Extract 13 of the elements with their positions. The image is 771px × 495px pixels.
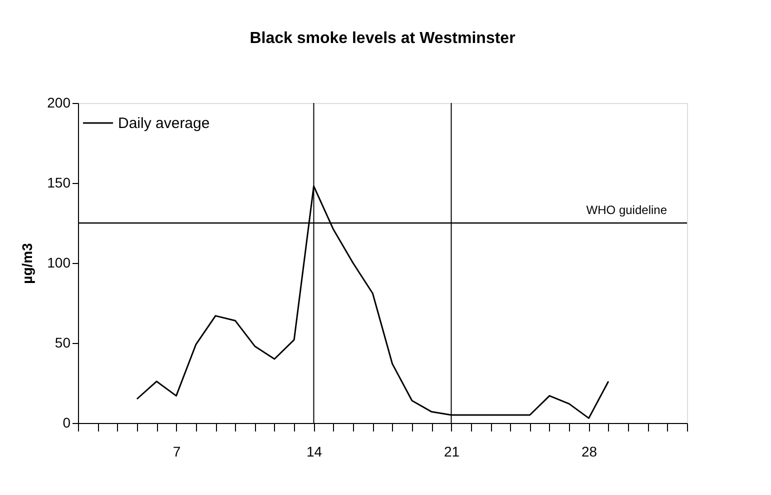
y-tick-label: 0 <box>62 414 71 430</box>
x-tick-label: 14 <box>306 444 322 460</box>
chart-title: Black smoke levels at Westminster <box>250 30 516 47</box>
y-tick-label: 50 <box>54 334 71 350</box>
x-tick-label: 21 <box>444 444 460 460</box>
ref-line-label: WHO guideline <box>586 203 668 217</box>
x-tick-label: 28 <box>581 444 598 460</box>
y-axis-title: µg/m3 <box>19 242 36 284</box>
legend-label: Daily average <box>118 115 210 132</box>
y-tick-label: 150 <box>47 174 71 190</box>
y-tick-label: 200 <box>47 94 71 110</box>
y-tick-label: 100 <box>47 254 71 270</box>
x-tick-label: 7 <box>172 444 181 460</box>
